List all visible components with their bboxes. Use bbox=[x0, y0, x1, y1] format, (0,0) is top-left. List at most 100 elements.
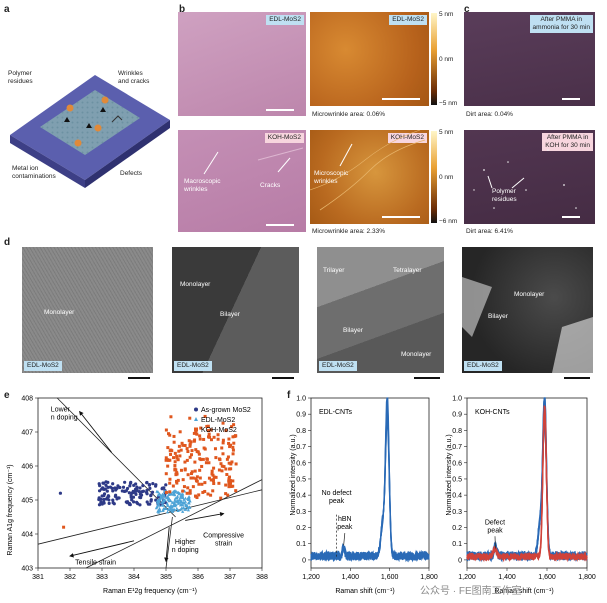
e-point-koh bbox=[214, 456, 218, 460]
e-point-koh bbox=[169, 415, 173, 419]
panel-label-e: e bbox=[4, 390, 10, 401]
e-point-edl bbox=[164, 506, 168, 510]
e-xtick-label: 382 bbox=[64, 574, 76, 581]
f-annotation-defect: Defect bbox=[485, 519, 505, 526]
e-point-koh bbox=[190, 449, 194, 453]
e-point-edl bbox=[172, 501, 177, 505]
defect-mark bbox=[64, 117, 70, 122]
e-point-koh bbox=[189, 476, 193, 480]
e-point-koh bbox=[221, 441, 225, 445]
e-point-asgrown bbox=[129, 493, 133, 498]
e-point-koh bbox=[189, 453, 193, 457]
e-point-asgrown bbox=[123, 480, 127, 484]
e-point-koh bbox=[232, 441, 236, 445]
e-point-koh bbox=[171, 484, 175, 488]
e-point-asgrown bbox=[114, 488, 118, 492]
e-point-asgrown bbox=[108, 485, 113, 489]
e-point-asgrown bbox=[102, 494, 106, 498]
f-xtick-label: 1,400 bbox=[342, 574, 360, 581]
e-point-asgrown bbox=[149, 494, 153, 498]
e-point-koh bbox=[173, 460, 177, 464]
e-point-koh bbox=[229, 467, 233, 471]
e-point-edl bbox=[158, 497, 162, 501]
e-ytick-label: 405 bbox=[21, 498, 33, 505]
e-point-koh bbox=[167, 432, 171, 436]
e-point-koh bbox=[164, 428, 168, 432]
tem3-label-tetralayer: Tetralayer bbox=[393, 267, 422, 274]
f-ytick-label: 0.6 bbox=[296, 460, 306, 467]
e-point-edl bbox=[178, 503, 183, 507]
e-ytick-label: 408 bbox=[21, 396, 33, 403]
e-annotation-tensile: Tensile strain bbox=[75, 560, 116, 567]
substrate-side-right bbox=[85, 120, 170, 188]
e-point-asgrown bbox=[113, 494, 118, 498]
e-point-asgrown bbox=[150, 490, 155, 494]
e-point-edl bbox=[167, 499, 171, 503]
e-point-koh bbox=[194, 479, 198, 483]
e-xtick-label: 383 bbox=[96, 574, 108, 581]
e-point-asgrown bbox=[99, 497, 103, 501]
f-axes-frame bbox=[466, 397, 588, 569]
f-ytick-label: 0.1 bbox=[296, 541, 306, 548]
f-ytick-label: 0.9 bbox=[296, 412, 306, 419]
e-point-koh bbox=[177, 444, 181, 448]
e-point-koh bbox=[206, 429, 210, 433]
f-ytick-label: 0.8 bbox=[296, 428, 306, 435]
e-point-edl bbox=[164, 496, 169, 500]
f-spectrum-line-blue bbox=[466, 397, 588, 561]
colorbar-top-min: −5 nm bbox=[439, 100, 458, 107]
e-legend-label: EDL-MoS2 bbox=[201, 417, 235, 424]
e-point-edl bbox=[177, 492, 181, 496]
e-arrow-tensile bbox=[69, 540, 135, 558]
e-point-asgrown bbox=[141, 489, 146, 493]
e-point-asgrown bbox=[164, 483, 168, 487]
f-spectrum-line-blue bbox=[466, 410, 588, 563]
e-point-edl bbox=[171, 509, 175, 513]
e-point-koh bbox=[200, 482, 204, 486]
e-point-koh bbox=[189, 472, 193, 476]
e-point-koh bbox=[228, 483, 232, 487]
e-point-koh bbox=[172, 440, 176, 444]
e-point-koh bbox=[224, 483, 228, 487]
e-point-edl bbox=[183, 507, 187, 511]
afm-image-koh: KOH-MoS2 Microscopic wrinkles bbox=[310, 130, 429, 224]
e-point-koh bbox=[179, 468, 183, 472]
caption-dirt-ammonia: Dirt area: 0.04% bbox=[466, 111, 513, 118]
f-spectrum-line-blue bbox=[466, 422, 588, 563]
e-point-koh bbox=[189, 440, 193, 444]
f-xtick-label: 1,200 bbox=[458, 574, 476, 581]
e-point-koh bbox=[188, 416, 192, 420]
e-point-koh bbox=[168, 481, 172, 485]
e-point-edl bbox=[161, 507, 165, 511]
tem4-label-monolayer: Monolayer bbox=[514, 291, 545, 298]
f-spectrum-line-blue bbox=[310, 397, 430, 562]
e-point-koh bbox=[172, 456, 176, 460]
e-point-koh bbox=[212, 466, 216, 470]
e-point-koh bbox=[210, 472, 214, 476]
e-point-koh bbox=[168, 449, 172, 453]
tag-koh-afm: KOH-MoS2 bbox=[387, 133, 427, 143]
e-point-koh bbox=[216, 433, 220, 437]
e-point-edl bbox=[186, 508, 191, 512]
e-point-asgrown bbox=[127, 491, 131, 495]
e-strain-line-2 bbox=[85, 479, 263, 569]
e-point-koh bbox=[230, 425, 234, 429]
e-point-koh bbox=[197, 493, 201, 497]
e-doping-line bbox=[56, 397, 176, 518]
e-point-asgrown bbox=[145, 488, 149, 493]
e-point-koh bbox=[209, 428, 213, 432]
f-annotation-arrow bbox=[343, 533, 346, 546]
e-point-koh bbox=[198, 468, 202, 472]
e-arrow-higher-doping bbox=[164, 527, 170, 563]
e-point-koh bbox=[219, 462, 223, 466]
e-point-koh bbox=[200, 464, 204, 468]
tem2-tag: EDL-MoS2 bbox=[174, 361, 212, 371]
f-ytick-label: 0.4 bbox=[296, 493, 306, 500]
caption-microwrinkle-koh: Microwrinkle area: 2.33% bbox=[312, 228, 385, 235]
e-point-koh bbox=[198, 457, 202, 461]
f-ytick-label: 0.1 bbox=[452, 541, 462, 548]
e-point-edl bbox=[171, 508, 175, 512]
e-point-asgrown bbox=[107, 498, 111, 502]
colorbar-bottom bbox=[431, 131, 437, 223]
e-point-koh bbox=[190, 470, 194, 474]
